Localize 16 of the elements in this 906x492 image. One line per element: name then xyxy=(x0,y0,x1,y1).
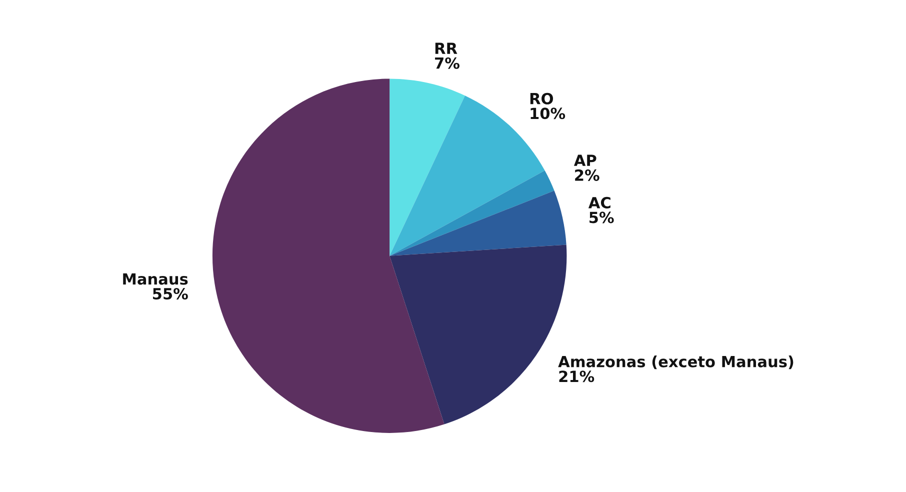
data-label: 7% xyxy=(435,57,460,69)
data-label: 5% xyxy=(590,212,614,224)
slice-label: RR xyxy=(435,42,458,54)
pie-slice xyxy=(212,78,444,433)
slice-label: Manaus xyxy=(123,273,188,285)
data-label: 10% xyxy=(530,108,566,120)
pie-slice xyxy=(390,170,554,256)
slice-label: AP xyxy=(574,154,596,166)
data-label: 21% xyxy=(559,370,594,382)
slice-label: Amazonas (exceto Manaus) xyxy=(558,356,794,370)
slice-label: RO xyxy=(530,92,553,104)
pie-slice xyxy=(390,78,465,256)
slice-label: AC xyxy=(588,196,610,208)
data-label: 55% xyxy=(153,288,188,300)
pie-slice xyxy=(390,190,566,256)
data-label: 2% xyxy=(575,169,600,181)
